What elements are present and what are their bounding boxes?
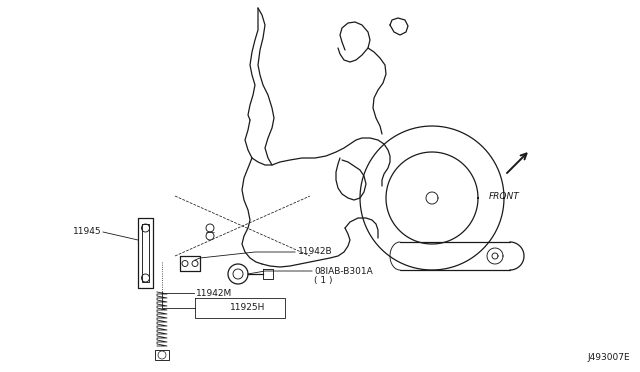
Text: 11942M: 11942M — [196, 289, 232, 298]
Text: FRONT: FRONT — [489, 192, 520, 201]
Bar — [155, 350, 169, 360]
Text: 11942B: 11942B — [298, 247, 333, 257]
Text: ( 1 ): ( 1 ) — [314, 276, 333, 285]
Text: 11925H: 11925H — [230, 304, 266, 312]
Text: J493007E: J493007E — [588, 353, 630, 362]
Text: 08IAB-B301A: 08IAB-B301A — [314, 266, 372, 276]
Text: 11945: 11945 — [74, 228, 102, 237]
